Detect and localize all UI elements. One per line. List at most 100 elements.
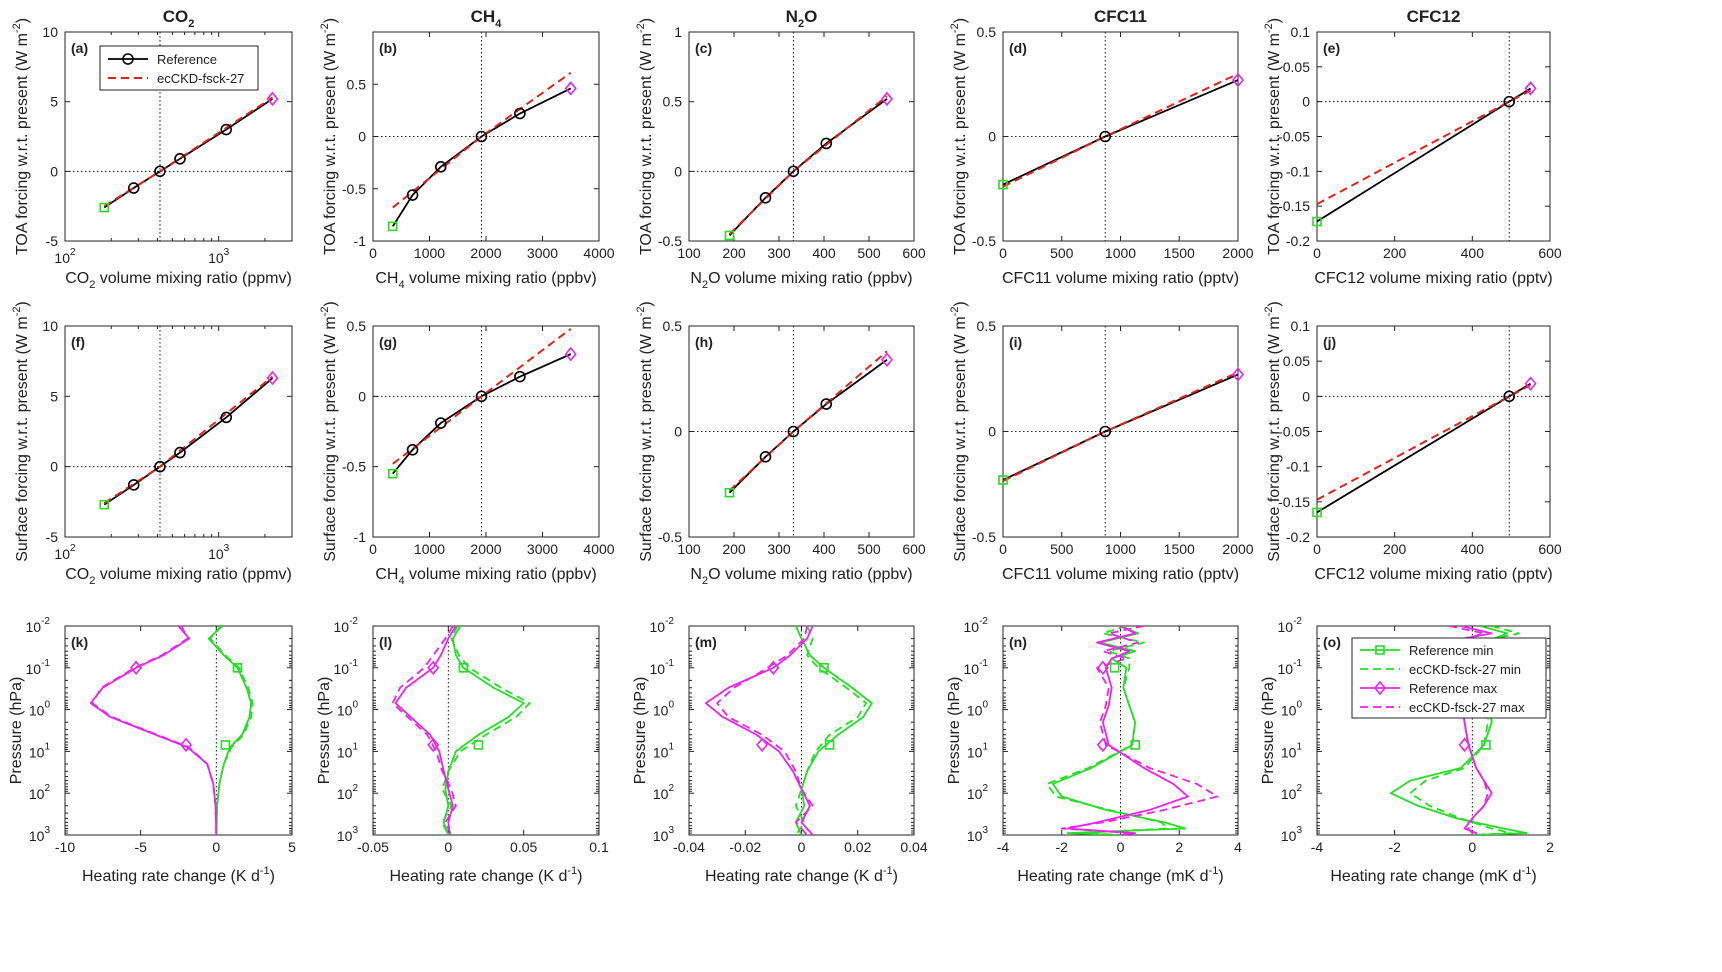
reference-point	[1503, 390, 1516, 403]
legend-diamond-marker	[1373, 680, 1387, 696]
column-title: N2O	[786, 7, 818, 30]
y-tick-label: 0.5	[977, 24, 997, 40]
x-tick-label: 0.04	[900, 839, 927, 855]
y-axis-label-group: Surface forcing w.r.t. present (W m-2)	[11, 301, 31, 562]
axes-box	[688, 31, 915, 242]
x-tick-label: 0	[1468, 839, 1476, 855]
y-tick-label: -0.5	[658, 233, 682, 249]
y-tick-label: -0.15	[1278, 198, 1310, 214]
legend-reference-marker	[122, 53, 134, 65]
ecckd-series-line	[392, 71, 572, 209]
max-concentration-marker	[1524, 81, 1537, 96]
min-concentration-marker	[724, 230, 735, 241]
ecckd-series-line	[1003, 72, 1238, 188]
y-tick-label: -0.2	[1286, 529, 1310, 545]
label-text: Surface forcing w.r.t. present (W m	[14, 316, 31, 561]
tick-base: 10	[967, 744, 983, 760]
x-tick-label: -5	[134, 839, 147, 855]
panel-label: (e)	[1323, 40, 1340, 56]
panel-label: (o)	[1323, 634, 1341, 650]
y-tick-label: 10-2	[1278, 616, 1303, 635]
label-superscript: -2	[635, 23, 647, 33]
y-tick-label: 1	[674, 24, 682, 40]
label-subscript: 2	[89, 279, 95, 291]
plot-area	[1317, 326, 1550, 537]
min-concentration-marker	[724, 487, 735, 498]
tick-exponent: 1	[668, 741, 674, 752]
x-tick-label: 400	[812, 245, 836, 261]
x-tick-label: 1500	[1164, 541, 1195, 557]
tick-base: 10	[26, 619, 42, 635]
tick-base: 10	[334, 661, 350, 677]
x-tick-label: 1000	[414, 245, 445, 261]
label-text: Heating rate change (mK d	[1017, 868, 1208, 885]
reference-min-marker	[473, 740, 484, 750]
y-tick-label: 0.5	[977, 318, 997, 334]
y-tick-label: 0.5	[347, 318, 367, 334]
reference-max-marker	[427, 660, 440, 676]
reference-max-marker	[1458, 737, 1471, 753]
panel-label: (m)	[695, 634, 717, 650]
x-tick-label: 2	[1175, 839, 1183, 855]
y-tick-label: -0.5	[342, 459, 366, 475]
tick-base: 10	[54, 250, 70, 266]
reference-max-marker	[130, 660, 143, 676]
reference-max-marker	[767, 660, 780, 676]
y-tick-label: 10-1	[964, 658, 989, 677]
label-text: Heating rate change (K d	[82, 868, 260, 885]
panel-label: (n)	[1009, 634, 1027, 650]
label-superscript: -2	[949, 307, 961, 317]
label-text: TOA forcing w.r.t. present (W m	[14, 33, 31, 255]
reference-point	[820, 398, 833, 410]
label-text: CFC11 volume mixing ratio (pptv)	[1002, 270, 1239, 287]
plot-area	[65, 32, 292, 241]
y-tick-label: -0.2	[1286, 233, 1310, 249]
y-axis-label-group: Surface forcing w.r.t. present (W m-2)	[949, 301, 969, 562]
title-main: CFC11	[1094, 7, 1147, 26]
tick-exponent: 2	[70, 543, 76, 554]
x-tick-label: 3000	[527, 541, 558, 557]
reference-point	[1099, 425, 1112, 438]
tick-base: 10	[1281, 828, 1297, 844]
y-tick-label: 101	[653, 741, 675, 760]
min-concentration-marker	[1312, 507, 1322, 518]
label-text: )	[1531, 868, 1536, 885]
y-tick-label: 10-1	[1278, 658, 1303, 677]
label-subscript: 2	[702, 279, 708, 291]
panel-b: 0 1000 2000 3000 4000-1-0.500.5(b)CH4 volume…	[319, 18, 615, 291]
panel-label: (g)	[379, 334, 397, 350]
y-tick-label: 0.5	[347, 76, 367, 92]
label-text: Heating rate change (K d	[390, 868, 568, 885]
column-title: CFC11	[1094, 7, 1147, 26]
y-axis-label: Surface forcing w.r.t. present (W m-2)	[949, 301, 969, 562]
tick-exponent: -1	[349, 658, 358, 669]
tick-base: 10	[653, 828, 669, 844]
y-tick-label: 10-2	[650, 616, 675, 635]
label-text: )	[577, 868, 582, 885]
x-tick-label: 1000	[414, 541, 445, 557]
label-text: CFC12 volume mixing ratio (pptv)	[1314, 566, 1552, 583]
tick-base: 10	[54, 546, 70, 562]
label-text: O volume mixing ratio (ppbv)	[708, 566, 913, 583]
y-tick-label: 0	[988, 424, 996, 440]
y-axis-label-group: Pressure (hPa)	[632, 677, 649, 785]
label-superscript: -1	[1522, 865, 1532, 877]
reference-max-profile	[704, 626, 814, 835]
y-tick-label: 103	[29, 825, 51, 844]
x-axis-label: CFC12 volume mixing ratio (pptv)	[1314, 566, 1552, 583]
tick-exponent: -1	[979, 658, 988, 669]
tick-base: 10	[1281, 744, 1297, 760]
x-tick-label: 0	[999, 245, 1007, 261]
tick-exponent: 0	[1296, 700, 1302, 711]
reference-point	[475, 130, 488, 143]
label-text: )	[322, 18, 339, 23]
tick-exponent: 2	[668, 783, 674, 794]
y-tick-label: -0.05	[1278, 424, 1310, 440]
label-superscript: -2	[319, 307, 331, 317]
reference-min-profile	[1052, 626, 1187, 835]
x-tick-label: -4	[1311, 839, 1324, 855]
y-tick-label: 101	[1281, 741, 1303, 760]
